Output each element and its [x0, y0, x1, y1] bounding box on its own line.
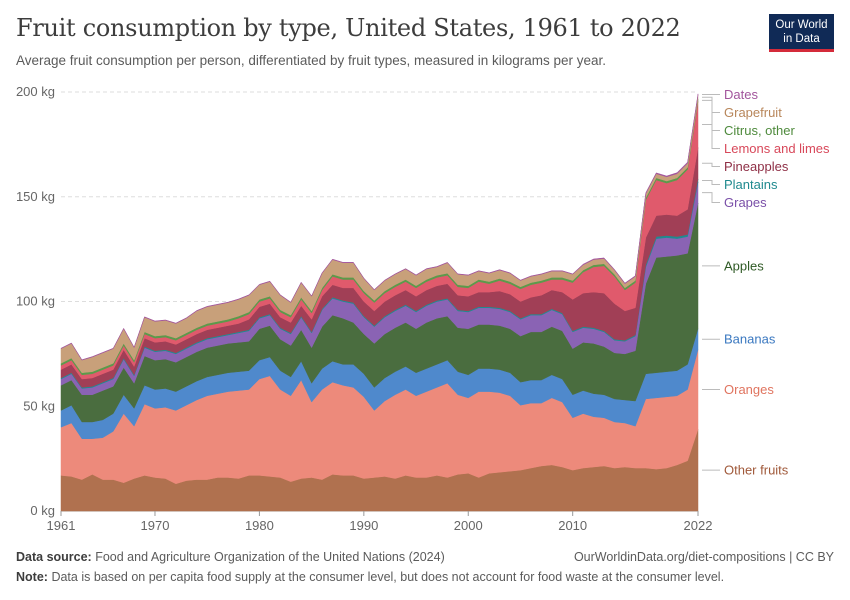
- logo-line-2: in Data: [783, 33, 820, 45]
- x-tick-label: 2000: [454, 518, 483, 533]
- legend-connector-grapefruit: [702, 96, 720, 113]
- x-tick-label: 1970: [141, 518, 170, 533]
- data-source: Data source: Food and Agriculture Organi…: [16, 550, 445, 564]
- x-axis-ticks: 1961 1970 1980 1990 2000 2010 2022: [47, 511, 713, 533]
- x-tick-label: 1990: [349, 518, 378, 533]
- chart-note: Note: Data is based on per capita food s…: [16, 570, 724, 584]
- x-tick-label: 1980: [245, 518, 274, 533]
- y-tick-label: 50 kg: [23, 398, 55, 413]
- legend-connector-citrus-other: [702, 99, 720, 131]
- x-tick-label: 2022: [684, 518, 713, 533]
- y-axis-ticks: 0 kg 50 kg 100 kg 150 kg 200 kg: [16, 84, 55, 518]
- area-dates[interactable]: [60, 93, 699, 361]
- x-tick-label: 2010: [558, 518, 587, 533]
- legend-label-plantains[interactable]: Plantains: [724, 177, 778, 192]
- legend-label-other-fruits[interactable]: Other fruits: [724, 463, 789, 478]
- legend-connector-plantains: [702, 180, 720, 185]
- legend-connector-pineapples: [702, 162, 720, 167]
- y-tick-label: 200 kg: [16, 84, 55, 99]
- legend-label-dates[interactable]: Dates: [724, 87, 758, 102]
- data-source-label: Data source:: [16, 550, 92, 564]
- legend-labels[interactable]: Dates Grapefruit Citrus, other Lemons and l…: [702, 87, 830, 478]
- y-tick-label: 100 kg: [16, 294, 55, 309]
- y-tick-label: 0 kg: [30, 503, 55, 518]
- legend-label-apples[interactable]: Apples: [724, 258, 764, 273]
- legend-connector-grapes: [702, 192, 720, 203]
- data-source-text[interactable]: Food and Agriculture Organization of the…: [95, 550, 445, 564]
- legend-label-bananas[interactable]: Bananas: [724, 332, 776, 347]
- chart-title: Fruit consumption by type, United States…: [16, 14, 681, 42]
- note-label: Note:: [16, 570, 48, 584]
- owid-logo[interactable]: Our World in Data: [769, 14, 834, 52]
- x-tick-label: 1961: [47, 518, 76, 533]
- legend-label-citrus-other[interactable]: Citrus, other: [724, 123, 795, 138]
- legend-label-lemons-and-limes[interactable]: Lemons and limes: [724, 141, 830, 156]
- source-url[interactable]: OurWorldinData.org/diet-compositions | C…: [573, 550, 834, 564]
- legend-label-grapes[interactable]: Grapes: [724, 195, 767, 210]
- legend-label-grapefruit[interactable]: Grapefruit: [724, 105, 782, 120]
- logo-line-1: Our World: [775, 19, 828, 31]
- legend-connector-lemons-and-limes: [702, 124, 720, 149]
- chart-subtitle: Average fruit consumption per person, di…: [16, 53, 607, 68]
- legend-label-pineapples[interactable]: Pineapples: [724, 159, 789, 174]
- note-text: Data is based on per capita food supply …: [51, 570, 725, 584]
- legend-label-oranges[interactable]: Oranges: [724, 382, 774, 397]
- stacked-area-chart[interactable]: 0 kg 50 kg 100 kg 150 kg 200 kg 1961 1970 1980…: [0, 0, 850, 540]
- y-tick-label: 150 kg: [16, 189, 55, 204]
- area-series[interactable]: [60, 93, 699, 512]
